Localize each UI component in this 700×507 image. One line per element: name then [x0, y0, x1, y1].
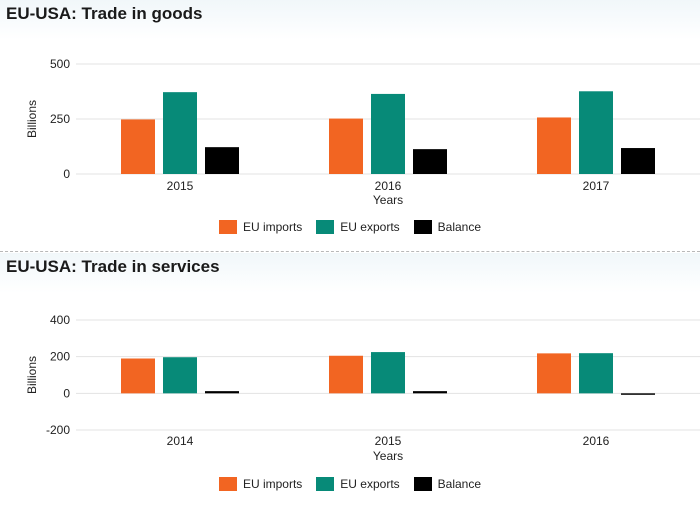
- y-tick-label: 0: [63, 386, 70, 400]
- legend-label: EU imports: [242, 477, 303, 491]
- goods-chart-panel: EU-USA: Trade in goods 0 250 500 Billions 20…: [0, 0, 700, 250]
- x-tick-label: 2015: [167, 179, 194, 193]
- y-axis-label: Billions: [25, 356, 39, 394]
- bar-eu-imports: [121, 119, 155, 174]
- legend-swatch: [218, 477, 237, 491]
- legend-label: EU exports: [340, 220, 400, 234]
- chart-title: EU-USA: Trade in goods: [6, 4, 203, 23]
- y-tick-label: 0: [63, 167, 70, 181]
- bar-eu-exports: [579, 91, 613, 174]
- bar-eu-exports: [371, 93, 405, 174]
- bar-balance: [205, 147, 239, 174]
- x-axis-label: Years: [373, 193, 403, 207]
- panel-divider: [0, 251, 700, 252]
- bar-eu-imports: [537, 353, 571, 394]
- y-tick-label: 400: [50, 313, 70, 327]
- legend-swatch: [218, 220, 237, 234]
- legend-label: Balance: [437, 220, 482, 234]
- y-axis-label: Billions: [25, 100, 39, 138]
- chart-title: EU-USA: Trade in services: [6, 257, 220, 276]
- legend-swatch: [316, 220, 335, 234]
- bar-eu-exports: [371, 352, 405, 394]
- legend-item-balance[interactable]: Balance: [413, 220, 482, 234]
- x-axis-label: Years: [373, 449, 403, 463]
- bar-eu-imports: [329, 118, 363, 174]
- legend-item-eu-exports[interactable]: EU exports: [316, 477, 400, 491]
- bar-eu-imports: [121, 358, 155, 394]
- legend-swatch: [413, 220, 432, 234]
- y-tick-label: 500: [50, 57, 70, 71]
- bar-eu-exports: [163, 357, 197, 394]
- bar-balance: [205, 391, 239, 394]
- bar-eu-imports: [329, 355, 363, 394]
- chart-legend: EU imports EU exports Balance: [0, 477, 700, 491]
- legend-label: Balance: [437, 477, 482, 491]
- x-tick-label: 2014: [167, 434, 194, 448]
- legend-swatch: [316, 477, 335, 491]
- legend-item-eu-imports[interactable]: EU imports: [218, 477, 303, 491]
- x-tick-label: 2017: [583, 179, 610, 193]
- bar-eu-exports: [163, 92, 197, 174]
- services-bar-chart: -200 0 200 400 Billions 2014 2015 2016 Years: [25, 313, 700, 463]
- bar-balance: [413, 149, 447, 174]
- y-tick-label: -200: [46, 423, 70, 437]
- bar-eu-exports: [579, 353, 613, 394]
- y-tick-label: 250: [50, 112, 70, 126]
- legend-item-balance[interactable]: Balance: [413, 477, 482, 491]
- legend-item-eu-imports[interactable]: EU imports: [218, 220, 303, 234]
- bar-balance: [621, 148, 655, 174]
- x-tick-label: 2016: [375, 179, 402, 193]
- x-tick-label: 2016: [583, 434, 610, 448]
- bar-balance: [621, 393, 655, 395]
- services-chart-panel: EU-USA: Trade in services -200 0 200 400 Bil…: [0, 253, 700, 507]
- goods-bar-chart: 0 250 500 Billions 2015 2016 2017 Years: [25, 57, 700, 207]
- x-tick-label: 2015: [375, 434, 402, 448]
- legend-swatch: [413, 477, 432, 491]
- bar-balance: [413, 391, 447, 394]
- legend-label: EU exports: [340, 477, 400, 491]
- y-tick-label: 200: [50, 350, 70, 364]
- legend-item-eu-exports[interactable]: EU exports: [316, 220, 400, 234]
- legend-label: EU imports: [242, 220, 303, 234]
- bar-eu-imports: [537, 117, 571, 174]
- chart-legend: EU imports EU exports Balance: [0, 220, 700, 234]
